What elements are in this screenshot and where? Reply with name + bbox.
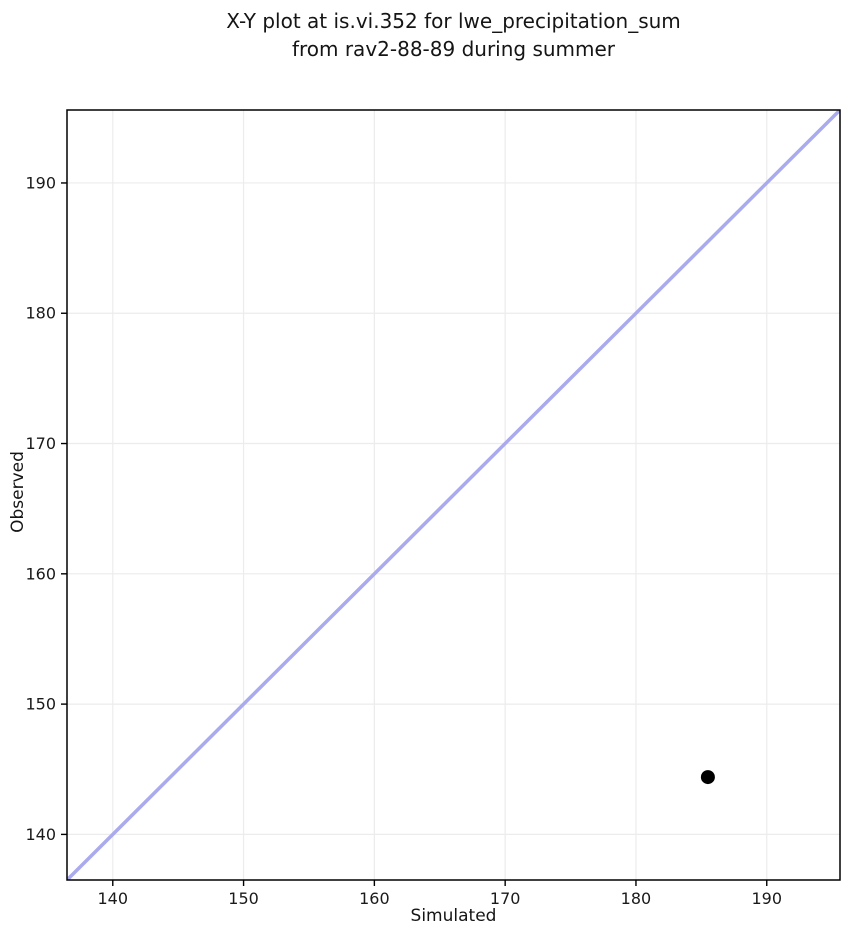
y-tick-label: 170	[25, 434, 56, 453]
identity-line	[67, 110, 840, 880]
x-tick-label: 190	[751, 889, 782, 908]
y-tick-label: 180	[25, 304, 56, 323]
data-layer	[67, 110, 840, 880]
data-point	[700, 770, 715, 785]
x-tick-label: 150	[228, 889, 259, 908]
y-tick-label: 190	[25, 173, 56, 192]
x-tick-label: 140	[98, 889, 129, 908]
x-axis-label: Simulated	[410, 906, 497, 926]
chart-title: X-Y plot at is.vi.352 for lwe_precipitat…	[226, 9, 681, 61]
y-tick-label: 140	[25, 825, 56, 844]
y-axis-label: Observed	[8, 451, 28, 533]
x-tick-label: 170	[490, 889, 521, 908]
plot-border	[66, 109, 841, 881]
y-tick-label: 150	[25, 695, 56, 714]
x-tick-label: 160	[359, 889, 390, 908]
x-tick-label: 180	[621, 889, 652, 908]
y-tick-label: 160	[25, 564, 56, 583]
